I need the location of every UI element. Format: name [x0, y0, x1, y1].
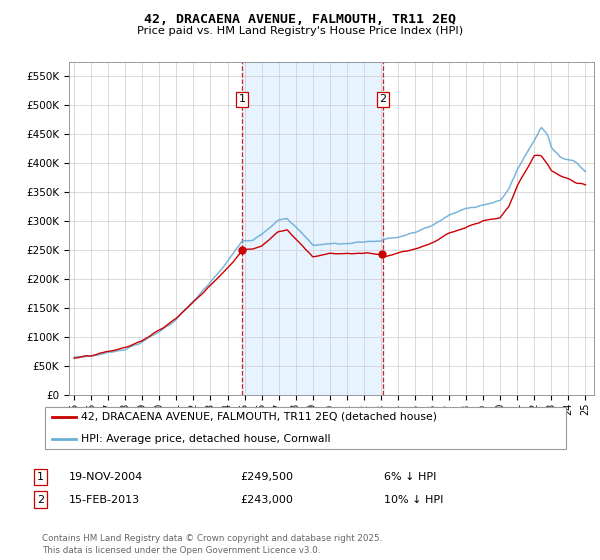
Text: 2: 2	[379, 94, 386, 104]
Text: £249,500: £249,500	[240, 472, 293, 482]
Text: 42, DRACAENA AVENUE, FALMOUTH, TR11 2EQ: 42, DRACAENA AVENUE, FALMOUTH, TR11 2EQ	[144, 13, 456, 26]
Text: 1: 1	[239, 94, 246, 104]
Text: Price paid vs. HM Land Registry's House Price Index (HPI): Price paid vs. HM Land Registry's House …	[137, 26, 463, 36]
Text: 15-FEB-2013: 15-FEB-2013	[69, 494, 140, 505]
Text: 42, DRACAENA AVENUE, FALMOUTH, TR11 2EQ (detached house): 42, DRACAENA AVENUE, FALMOUTH, TR11 2EQ …	[80, 412, 437, 422]
Text: 2: 2	[37, 494, 44, 505]
Text: £243,000: £243,000	[240, 494, 293, 505]
Text: 6% ↓ HPI: 6% ↓ HPI	[384, 472, 436, 482]
FancyBboxPatch shape	[44, 407, 566, 449]
Bar	[242, 62, 383, 395]
Text: Contains HM Land Registry data © Crown copyright and database right 2025.
This d: Contains HM Land Registry data © Crown c…	[42, 534, 382, 555]
Text: 19-NOV-2004: 19-NOV-2004	[69, 472, 143, 482]
Text: 10% ↓ HPI: 10% ↓ HPI	[384, 494, 443, 505]
Text: 1: 1	[37, 472, 44, 482]
Text: HPI: Average price, detached house, Cornwall: HPI: Average price, detached house, Corn…	[80, 434, 330, 444]
